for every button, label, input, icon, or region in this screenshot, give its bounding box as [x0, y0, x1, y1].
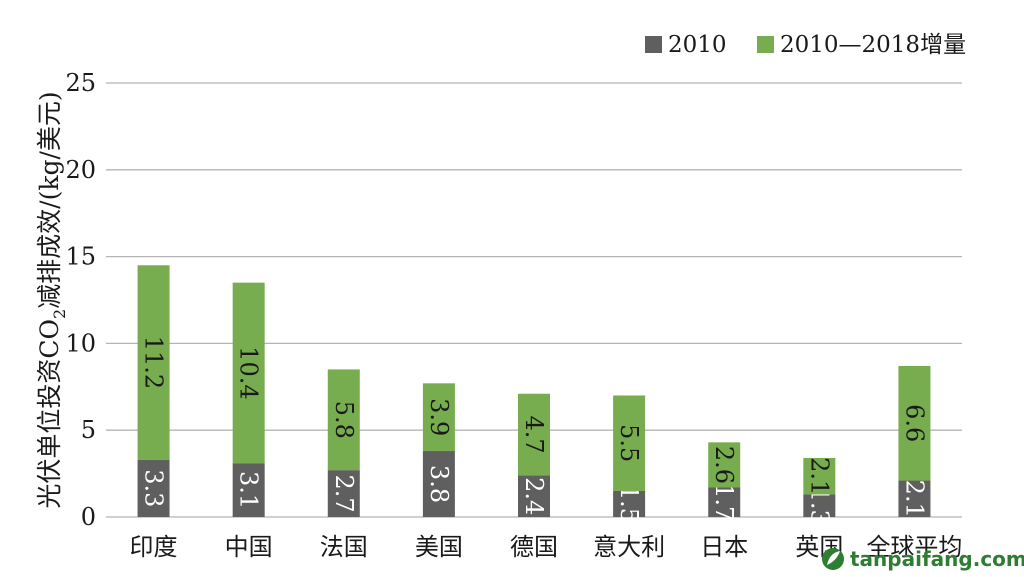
data-label-2010-2: 2.7 — [330, 474, 358, 512]
x-axis-category-labels: 印度 中国 法国 美国 德国 意大利 日本 英国 全球平均 — [130, 533, 963, 561]
data-label-increment-4: 4.7 — [520, 415, 548, 453]
bar-2010-0 — [137, 459, 170, 517]
legend: 2010 2010—2018增量 — [645, 32, 966, 58]
data-label-2010-0: 3.3 — [140, 469, 168, 507]
x-category-label-5: 意大利 — [593, 533, 665, 561]
data-label-increment-6: 2.6 — [710, 446, 738, 484]
leaf-logo-glyph — [827, 551, 840, 565]
bar-2010-8 — [898, 480, 931, 517]
data-label-increment-7: 2.1 — [805, 457, 833, 495]
data-label-2010-1: 3.1 — [235, 471, 263, 509]
x-category-label-3: 美国 — [415, 533, 463, 561]
y-tick-label-10: 10 — [65, 329, 96, 357]
data-label-increment-1: 10.4 — [235, 346, 263, 399]
data-label-2010-4: 2.4 — [520, 477, 548, 515]
bar-increment-2 — [327, 369, 360, 471]
bar-increment-3 — [422, 383, 455, 452]
data-label-2010-8: 2.1 — [900, 480, 928, 518]
data-label-2010-5: 1.5 — [615, 485, 643, 523]
data-label-2010-6: 1.7 — [710, 483, 738, 521]
y-axis-label-part2: 减排成效/(kg/美元) — [35, 91, 64, 309]
x-category-label-6: 日本 — [700, 533, 748, 561]
legend-swatch-2010 — [645, 36, 662, 53]
bar-2010-6 — [708, 487, 741, 517]
bar-increment-5 — [613, 395, 646, 491]
legend-label-increment: 2010—2018增量 — [780, 32, 966, 58]
data-label-increment-8: 6.6 — [900, 404, 928, 442]
y-tick-label-25: 25 — [65, 69, 96, 97]
bar-2010-7 — [803, 494, 836, 517]
bar-increment-1 — [232, 282, 265, 464]
bar-2010-1 — [232, 463, 265, 517]
data-label-2010-3: 3.8 — [425, 465, 453, 503]
data-label-increment-2: 5.8 — [330, 401, 358, 439]
x-category-label-8: 全球平均 — [866, 533, 962, 561]
x-category-label-1: 中国 — [225, 533, 273, 561]
y-tick-label-20: 20 — [65, 156, 96, 184]
bar-increment-8 — [898, 365, 931, 481]
y-tick-label-5: 5 — [81, 416, 96, 444]
legend-swatch-increment — [757, 36, 774, 53]
data-label-increment-5: 5.5 — [615, 424, 643, 462]
watermark: tanpaifang.com — [822, 547, 1024, 571]
y-axis-label: 光伏单位投资CO2减排成效/(kg/美元) — [35, 91, 69, 508]
bar-2010-2 — [327, 470, 360, 517]
bars: 3.3 11.2 3.1 10.4 2.7 5.8 3.8 3.9 2.4 4.7 1.5 5.5 1.… — [137, 265, 931, 525]
y-tick-label-15: 15 — [65, 243, 96, 271]
bar-increment-0 — [137, 265, 170, 460]
bar-increment-4 — [518, 393, 550, 476]
data-label-increment-3: 3.9 — [425, 398, 453, 436]
x-category-label-4: 德国 — [510, 533, 558, 561]
bar-2010-4 — [518, 475, 550, 517]
x-category-label-2: 法国 — [320, 533, 368, 561]
legend-label-2010: 2010 — [668, 32, 727, 58]
data-label-increment-0: 11.2 — [140, 336, 168, 389]
y-axis-ticks: 0 5 10 15 20 25 — [65, 69, 96, 531]
y-axis-label-part1: 光伏单位投资CO — [35, 319, 64, 509]
bar-2010-5 — [613, 490, 646, 517]
bar-increment-6 — [708, 442, 741, 488]
y-tick-label-0: 0 — [81, 503, 96, 531]
bar-increment-7 — [803, 457, 836, 495]
watermark-text: tanpaifang.com — [850, 547, 1024, 571]
y-axis-label-subscript: 2 — [50, 309, 69, 319]
bar-2010-3 — [422, 451, 455, 517]
x-category-label-0: 印度 — [130, 533, 178, 561]
